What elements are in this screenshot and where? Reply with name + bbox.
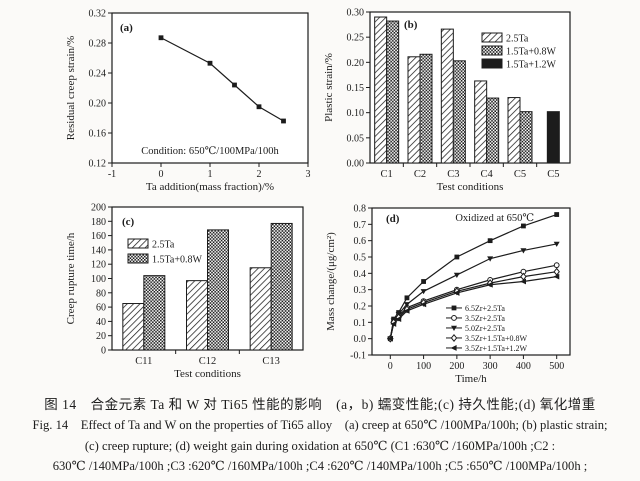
svg-text:Condition: 650℃/100MPa/100h: Condition: 650℃/100MPa/100h (141, 146, 279, 157)
svg-text:0.5: 0.5 (354, 253, 367, 264)
svg-text:120: 120 (91, 260, 106, 271)
caption-english-line2: (c) creep rupture; (d) weight gain durin… (84, 438, 556, 453)
svg-text:0.24: 0.24 (89, 69, 107, 80)
svg-text:C11: C11 (135, 356, 152, 367)
svg-text:Plastic strain/%: Plastic strain/% (323, 53, 335, 122)
svg-text:-1: -1 (108, 169, 116, 180)
svg-text:C12: C12 (199, 356, 217, 367)
svg-text:1.5Ta+1.2W: 1.5Ta+1.2W (506, 60, 556, 71)
svg-text:(a): (a) (120, 22, 133, 34)
svg-text:0.32: 0.32 (89, 9, 107, 20)
svg-text:C4: C4 (481, 169, 494, 180)
svg-text:1: 1 (208, 169, 213, 180)
svg-text:160: 160 (91, 231, 106, 242)
svg-text:Test conditions: Test conditions (437, 181, 504, 193)
svg-text:3.5Zr+1.5Ta+0.8W: 3.5Zr+1.5Ta+0.8W (465, 334, 527, 343)
svg-text:C5: C5 (514, 169, 526, 180)
svg-text:0: 0 (388, 361, 393, 372)
subplot-c-creep-rupture-time-chart: 0 20 40 60 80 100 120 140 160 180 200 Creep rupture… (65, 203, 304, 380)
svg-text:60: 60 (96, 303, 106, 314)
svg-text:80: 80 (96, 288, 106, 299)
svg-text:0: 0 (101, 346, 106, 357)
svg-text:0.16: 0.16 (89, 129, 107, 140)
svg-text:0.8: 0.8 (354, 204, 367, 215)
svg-text:Residual creep strain/%: Residual creep strain/% (65, 36, 77, 140)
svg-text:200: 200 (449, 361, 464, 372)
svg-text:0.3: 0.3 (354, 285, 367, 296)
svg-text:0.4: 0.4 (354, 269, 367, 280)
svg-text:0.00: 0.00 (347, 159, 365, 170)
svg-text:Oxidized at 650℃: Oxidized at 650℃ (455, 213, 534, 224)
svg-text:Test conditions: Test conditions (174, 368, 241, 380)
svg-text:C3: C3 (447, 169, 459, 180)
svg-text:0: 0 (159, 169, 164, 180)
svg-text:100: 100 (416, 361, 431, 372)
svg-text:0.30: 0.30 (347, 8, 365, 19)
svg-text:300: 300 (483, 361, 498, 372)
svg-text:Creep rupture time/h: Creep rupture time/h (65, 232, 77, 324)
svg-text:0.1: 0.1 (354, 318, 367, 329)
subplot-d-mass-change-chart: -0.1 0.0 0.1 0.2 0.3 0.4 0.5 0.6 0.7 0.8 Mass chan… (325, 204, 571, 385)
svg-text:5.0Zr+2.5Ta: 5.0Zr+2.5Ta (465, 324, 505, 333)
figure-caption: 图 14 合金元素 Ta 和 W 对 Ti65 性能的影响 (a，b) 蠕变性能… (0, 390, 640, 477)
svg-text:100: 100 (91, 274, 106, 285)
caption-chinese: 图 14 合金元素 Ta 和 W 对 Ti65 性能的影响 (a，b) 蠕变性能… (44, 397, 596, 412)
svg-text:0.2: 0.2 (354, 302, 367, 313)
svg-text:2.5Ta: 2.5Ta (152, 240, 175, 251)
figure-grid: 0.12 0.16 0.20 0.24 0.28 0.32 Residual creep s… (65, 8, 571, 385)
svg-text:3: 3 (306, 169, 311, 180)
svg-text:3.5Zr+1.5Ta+1.2W: 3.5Zr+1.5Ta+1.2W (465, 344, 527, 353)
svg-text:C5: C5 (547, 169, 559, 180)
svg-text:(d): (d) (386, 213, 400, 225)
svg-text:400: 400 (516, 361, 531, 372)
svg-text:2.5Ta: 2.5Ta (506, 34, 529, 45)
svg-text:-0.1: -0.1 (350, 351, 366, 362)
svg-text:Time/h: Time/h (455, 373, 487, 385)
svg-text:0.25: 0.25 (347, 33, 365, 44)
caption-english-line3: 630℃ /140MPa/100h ;C3 :620℃ /160MPa/100h… (52, 459, 588, 473)
svg-text:0.6: 0.6 (354, 236, 367, 247)
subplot-a-residual-creep-strain-chart: 0.12 0.16 0.20 0.24 0.28 0.32 Residual creep s… (65, 9, 311, 194)
svg-text:0.05: 0.05 (347, 133, 365, 144)
svg-text:20: 20 (96, 331, 106, 342)
svg-text:0.28: 0.28 (89, 39, 107, 50)
svg-text:0.12: 0.12 (89, 159, 107, 170)
svg-text:1.5Ta+0.8W: 1.5Ta+0.8W (506, 47, 556, 58)
svg-text:(c): (c) (122, 216, 135, 228)
svg-text:200: 200 (91, 203, 106, 214)
svg-text:0.0: 0.0 (354, 334, 367, 345)
svg-text:(b): (b) (404, 19, 418, 31)
svg-text:3.5Zr+2.5Ta: 3.5Zr+2.5Ta (465, 314, 505, 323)
svg-text:Mass change/(μg/cm²): Mass change/(μg/cm²) (325, 232, 337, 331)
svg-text:C1: C1 (381, 169, 393, 180)
svg-text:40: 40 (96, 317, 106, 328)
svg-text:180: 180 (91, 217, 106, 228)
svg-text:0.20: 0.20 (347, 58, 365, 69)
svg-text:C2: C2 (414, 169, 426, 180)
svg-text:C13: C13 (262, 356, 280, 367)
caption-english-line1: Fig. 14 Effect of Ta and W on the proper… (32, 418, 608, 432)
svg-text:2: 2 (257, 169, 262, 180)
svg-text:0.15: 0.15 (347, 83, 365, 94)
svg-text:0.10: 0.10 (347, 108, 365, 119)
subplot-b-plastic-strain-chart: 0.00 0.05 0.10 0.15 0.20 0.25 0.30 Plastic stra… (323, 8, 571, 193)
svg-text:140: 140 (91, 245, 106, 256)
svg-text:500: 500 (549, 361, 564, 372)
svg-text:Ta addition(mass fraction)/%: Ta addition(mass fraction)/% (146, 181, 274, 193)
svg-text:1.5Ta+0.8W: 1.5Ta+0.8W (152, 255, 202, 266)
svg-text:6.5Zr+2.5Ta: 6.5Zr+2.5Ta (465, 304, 505, 313)
svg-text:0.7: 0.7 (354, 220, 367, 231)
svg-text:0.20: 0.20 (89, 99, 107, 110)
